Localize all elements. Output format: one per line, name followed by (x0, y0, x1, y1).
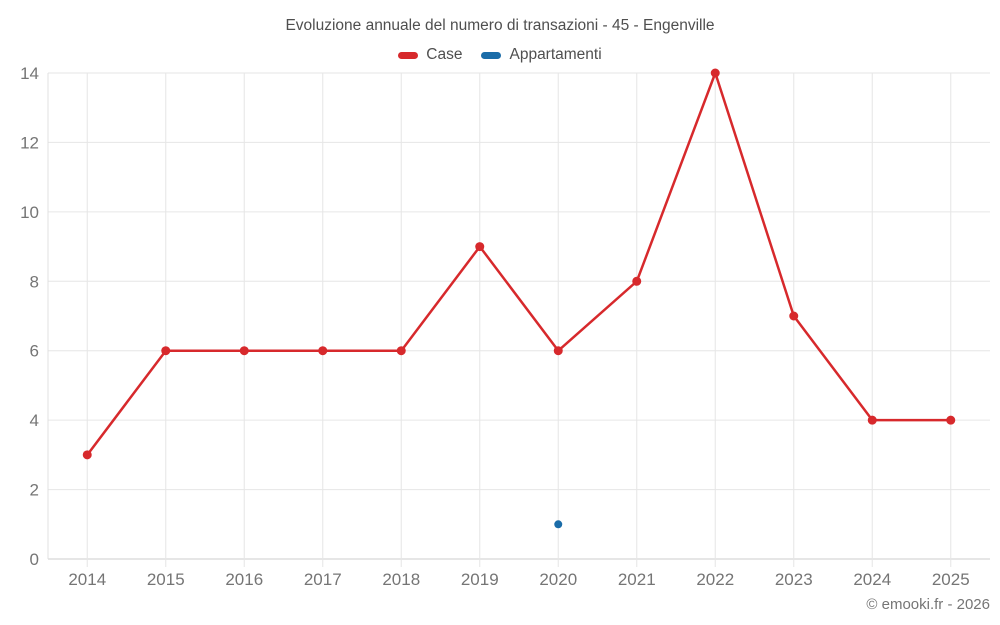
x-tick-label: 2025 (932, 570, 970, 589)
case-marker (82, 450, 92, 460)
case-marker (710, 68, 720, 78)
case-marker (553, 346, 563, 356)
case-marker (475, 242, 485, 252)
x-tick-label: 2022 (696, 570, 734, 589)
case-legend-swatch-icon (398, 51, 419, 59)
chart-title: Evoluzione annuale del numero di transaz… (285, 17, 715, 34)
case-marker (632, 276, 642, 286)
y-tick-label: 0 (30, 550, 39, 569)
x-tick-label: 2021 (618, 570, 656, 589)
copyright-footer: © emooki.fr - 2026 (866, 596, 990, 613)
x-tick-label: 2015 (147, 570, 185, 589)
x-tick-label: 2014 (68, 570, 106, 589)
y-tick-label: 4 (30, 411, 39, 430)
case-marker (239, 346, 249, 356)
appartamenti-legend-swatch-icon (481, 51, 502, 59)
chart-legend: Case Appartamenti (0, 46, 1000, 64)
y-tick-label: 12 (20, 133, 39, 152)
legend-item-appartamenti[interactable]: Appartamenti (481, 46, 602, 64)
x-tick-label: 2024 (853, 570, 891, 589)
case-marker (789, 311, 799, 321)
x-tick-label: 2020 (539, 570, 577, 589)
case-line (86, 71, 953, 457)
appartamenti-marker (554, 520, 563, 529)
x-tick-label: 2019 (461, 570, 499, 589)
case-marker (396, 346, 406, 356)
case-marker (318, 346, 328, 356)
y-tick-label: 2 (30, 481, 39, 500)
x-tick-label: 2017 (304, 570, 342, 589)
case-marker (946, 415, 956, 425)
y-tick-label: 8 (30, 272, 39, 291)
x-tick-label: 2018 (382, 570, 420, 589)
case-marker (161, 346, 171, 356)
appartamenti-legend-label: Appartamenti (509, 46, 602, 63)
x-tick-label: 2016 (225, 570, 263, 589)
legend-item-case[interactable]: Case (398, 46, 462, 64)
y-tick-label: 6 (30, 342, 39, 361)
y-tick-label: 10 (20, 203, 39, 222)
y-tick-label: 14 (20, 64, 39, 83)
case-marker (867, 415, 877, 425)
x-tick-label: 2023 (775, 570, 813, 589)
case-legend-label: Case (426, 46, 463, 63)
